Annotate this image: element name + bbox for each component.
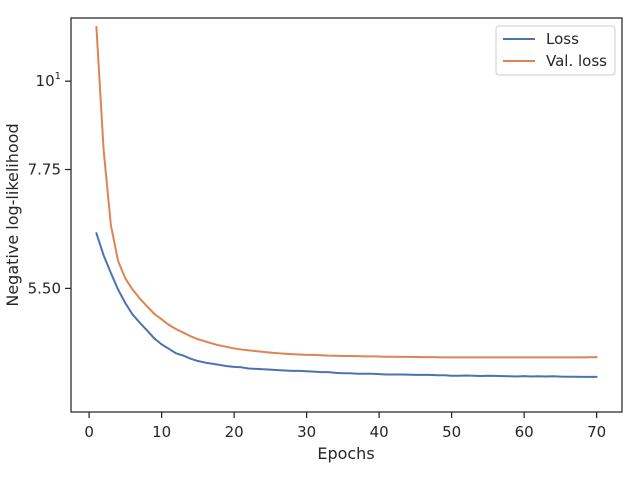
x-axis-label: Epochs — [317, 444, 374, 463]
y-tick-label: 7.75 — [28, 161, 61, 179]
legend-label-loss: Loss — [546, 30, 579, 48]
x-tick-label: 60 — [515, 423, 534, 441]
x-tick-label: 50 — [442, 423, 461, 441]
x-tick-label: 30 — [297, 423, 316, 441]
legend-label-val-loss: Val. loss — [546, 52, 607, 70]
series-line-0 — [95, 232, 598, 378]
x-tick-label: 20 — [225, 423, 244, 441]
x-tick-label: 10 — [152, 423, 171, 441]
x-tick-label: 40 — [370, 423, 389, 441]
y-tick-label: 101 — [36, 71, 61, 90]
series-line-1 — [95, 25, 598, 359]
y-axis: 5.50 7.75 101 — [28, 71, 71, 297]
x-tick-label: 70 — [587, 423, 606, 441]
y-tick-label: 5.50 — [28, 279, 61, 297]
plot-frame — [70, 17, 623, 413]
series-layer — [95, 25, 598, 378]
y-axis-label: Negative log-likelihood — [3, 123, 22, 306]
x-tick-label: 0 — [84, 423, 94, 441]
legend: Loss Val. loss — [495, 25, 616, 76]
x-axis: 0 10 20 30 40 50 60 70 — [84, 412, 606, 441]
